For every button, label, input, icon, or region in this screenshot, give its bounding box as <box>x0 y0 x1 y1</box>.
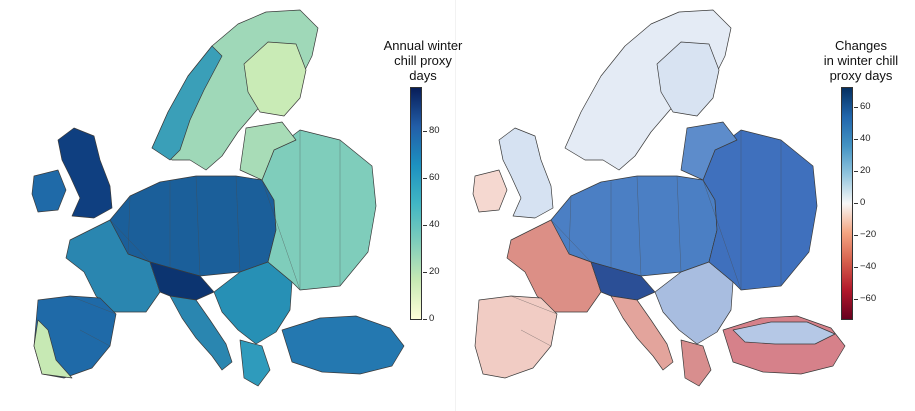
region-finland <box>243 41 307 117</box>
colorbar-tick: 0 <box>853 197 866 208</box>
region-france <box>506 219 602 313</box>
winter-chill-map-panel: Annual winter chill proxy days 80 60 40 … <box>0 0 462 411</box>
region-balkans <box>654 261 734 345</box>
colorbar-tick: −40 <box>853 261 877 272</box>
colorbar-tick: 60 <box>423 172 440 183</box>
colorbar-tick: 80 <box>423 125 440 136</box>
region-iberia <box>474 295 558 379</box>
colorbar <box>410 87 422 320</box>
colorbar-tick: 20 <box>423 266 440 277</box>
panel-divider <box>455 0 456 411</box>
colorbar-title: Annual winter chill proxy days <box>383 38 463 83</box>
region-turkey-north <box>732 321 836 345</box>
colorbar-tick: 0 <box>422 313 435 324</box>
europe-chill-change-map <box>472 9 846 387</box>
region-turkey <box>281 315 405 375</box>
colorbar-tick: 20 <box>854 165 871 176</box>
region-eastern-europe <box>702 129 818 291</box>
region-baltics <box>239 121 297 181</box>
border-lines <box>69 130 341 347</box>
region-italy <box>610 295 674 371</box>
region-norway-coast <box>151 45 223 161</box>
colorbar-tick: 40 <box>423 219 440 230</box>
colorbar-tick: 60 <box>854 101 871 112</box>
colorbar <box>841 87 853 320</box>
region-france <box>65 219 161 313</box>
region-great-britain <box>57 127 113 219</box>
region-eastern-europe <box>261 129 377 291</box>
colorbar-tick: 40 <box>854 133 871 144</box>
region-baltics <box>680 121 738 181</box>
region-ireland <box>31 169 67 213</box>
colorbar-tick: −60 <box>853 293 877 304</box>
colorbar-title: Changes in winter chill proxy days <box>823 38 899 83</box>
region-finland <box>656 41 720 117</box>
region-great-britain <box>498 127 554 219</box>
border-lines <box>510 130 782 347</box>
colorbar-tick: −20 <box>853 229 877 240</box>
region-balkans <box>213 261 293 345</box>
europe-chill-days-map <box>31 9 405 387</box>
region-greece <box>239 339 271 387</box>
chill-change-map-panel: Changes in winter chill proxy days 60 40… <box>455 0 915 411</box>
region-ireland <box>472 169 508 213</box>
region-italy <box>169 295 233 371</box>
region-greece <box>680 339 712 387</box>
region-iberia-south <box>33 319 73 379</box>
